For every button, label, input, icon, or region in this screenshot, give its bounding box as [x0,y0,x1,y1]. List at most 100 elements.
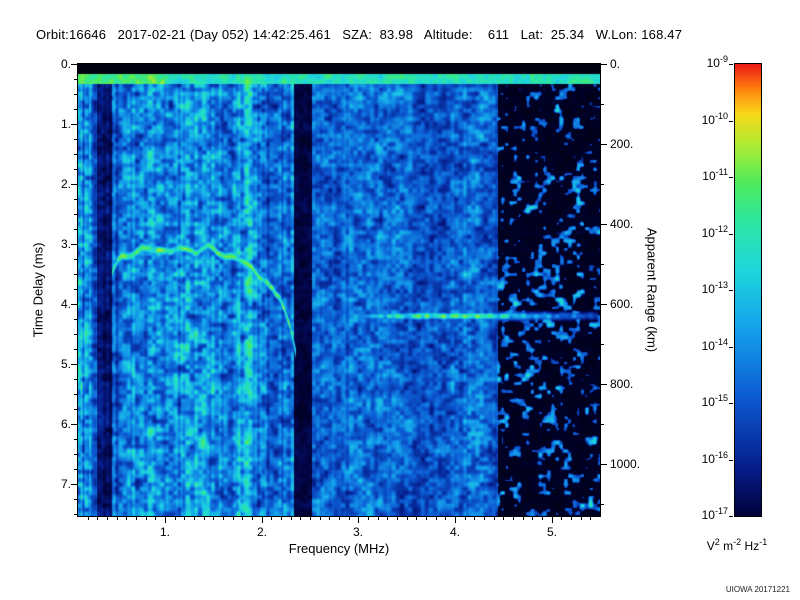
tick [165,517,166,523]
x-tick-label: 1. [159,525,170,539]
x-tick-label: 5. [546,525,557,539]
tick [503,517,504,520]
tick [242,517,243,520]
exponent: -9 [719,54,728,64]
tick [729,403,733,404]
exponent: -12 [714,223,728,234]
exponent: -1 [759,537,768,547]
tick [426,517,427,520]
tick [74,394,77,395]
tick [513,517,514,520]
tick [74,94,77,95]
colorbar-tick-label: 10-14 [701,336,728,353]
tick [310,517,311,520]
tick [74,259,77,260]
tick [271,517,272,520]
tick [281,517,282,520]
tick [542,517,543,520]
tick [74,289,77,290]
tick [74,409,77,410]
x-axis-label: Frequency (MHz) [288,541,390,556]
tick [436,517,437,520]
range-tick-label: 800. [610,377,634,391]
colorbar-canvas [735,64,761,516]
tick [71,424,77,425]
tick [532,517,533,520]
colorbar-tick-label: 10-16 [701,449,728,466]
tick [126,517,127,520]
tick [729,347,733,348]
tick [561,517,562,520]
tick [146,517,147,520]
y-tick-label: 3. [60,237,71,251]
tick [97,517,98,520]
tick [74,319,77,320]
tick [74,454,77,455]
y-tick-label: 4. [60,297,71,311]
range-tick-label: 400. [610,217,634,231]
tick [117,517,118,520]
tick [74,334,77,335]
tick [590,517,591,520]
tick [484,517,485,520]
tick [368,517,369,520]
exponent: -2 [733,537,742,547]
tick [455,517,456,523]
tick [74,199,77,200]
exponent: -10 [714,110,728,121]
tick [601,184,604,185]
tick [494,517,495,520]
tick [339,517,340,520]
tick [74,499,77,500]
tick [601,64,607,65]
tick [474,517,475,520]
tick [407,517,408,520]
exponent: -13 [714,280,728,290]
tick [88,517,89,520]
tick [581,517,582,520]
tick [204,517,205,520]
tick [601,224,607,225]
colorbar-tick-label: 10-11 [702,167,728,184]
colorbar-tick-label: 10-17 [701,506,728,523]
tick [601,104,604,105]
tick [601,384,607,385]
tick [397,517,398,520]
colorbar-tick-label: 10-12 [701,223,728,240]
colorbar-tick-label: 10-10 [701,110,728,127]
colorbar [734,63,762,517]
plot-frame [77,63,601,517]
y-tick-label: 7. [60,477,71,491]
tick [300,517,301,520]
exponent: -14 [714,336,728,347]
tick [74,349,77,350]
exponent: -15 [714,393,728,403]
tick [74,169,77,170]
tick [74,154,77,155]
tick [320,517,321,520]
colorbar-tick-label: 10-9 [706,54,728,71]
tick [729,516,733,517]
header-info: Orbit:16646 2017-02-21 (Day 052) 14:42:2… [36,27,683,42]
tick [71,64,77,65]
tick [358,517,359,523]
y-tick-label: 6. [60,417,71,431]
tick [601,504,604,505]
colorbar-tick-label: 10-13 [701,280,728,297]
tick [74,469,77,470]
tick [416,517,417,520]
tick [74,439,77,440]
range-tick-label: 600. [610,297,634,311]
tick [74,229,77,230]
tick [233,517,234,520]
tick [601,264,604,265]
y-axis-label: Time Delay (ms) [30,242,46,338]
x-tick-label: 3. [352,525,363,539]
tick [74,274,77,275]
tick [601,464,607,465]
tick [213,517,214,520]
tick [74,514,77,515]
unit-label: V2 m-2 Hz-1 [706,537,768,554]
tick [194,517,195,520]
